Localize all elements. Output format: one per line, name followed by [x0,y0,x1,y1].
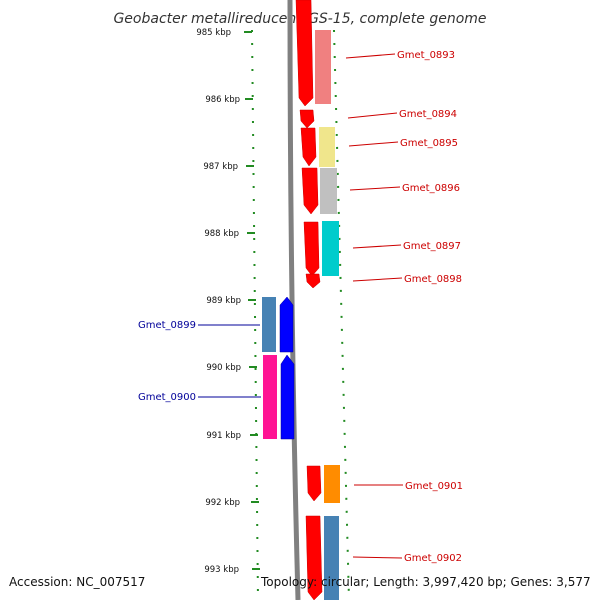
forward-strand-blocks [315,30,340,600]
gene-label[interactable]: Gmet_0893 [397,50,455,61]
ruler-tick: 986 kbp [205,95,253,105]
gene-label[interactable]: Gmet_0900 [138,392,196,403]
ruler-tick-label: 992 kbp [205,498,240,508]
gene-label[interactable]: Gmet_0898 [404,274,462,285]
gene-block-gmet-0901[interactable] [324,465,340,503]
gene-label[interactable]: Gmet_0897 [403,241,461,252]
gene-label[interactable]: Gmet_0894 [399,109,457,120]
ruler: 985 kbp 986 kbp 987 kbp 988 kbp 989 kbp … [196,28,260,575]
gene-block-gmet-0897[interactable] [322,221,339,276]
ruler-tick-label: 988 kbp [204,229,239,239]
gene-block-gmet-0895[interactable] [319,127,335,167]
ruler-tick-label: 987 kbp [203,162,238,172]
ruler-tick-label: 993 kbp [204,565,239,575]
gene-label[interactable]: Gmet_0899 [138,320,196,331]
ruler-tick: 991 kbp [206,431,258,441]
forward-strand-arrows [295,0,323,600]
ruler-tick-label: 986 kbp [205,95,240,105]
gene-label[interactable]: Gmet_0895 [400,138,458,149]
gene-block-gmet-0902[interactable] [324,516,339,600]
ruler-tick-label: 990 kbp [206,363,241,373]
ruler-tick: 988 kbp [204,229,255,239]
reverse-strand-features [262,296,295,440]
ruler-tick-label: 991 kbp [206,431,241,441]
ruler-tick: 993 kbp [204,565,260,575]
gene-arrow[interactable] [301,167,319,215]
gene-block-gmet-0893[interactable] [315,30,331,104]
gene-label[interactable]: Gmet_0896 [402,183,460,194]
gene-labels: Gmet_0893 Gmet_0894 Gmet_0895 Gmet_0896 … [138,50,463,564]
ruler-tick: 987 kbp [203,162,254,172]
ruler-tick: 990 kbp [206,363,257,373]
accession-text: Accession: NC_007517 [9,575,145,589]
gene-label[interactable]: Gmet_0901 [405,481,463,492]
gene-label-leaders [198,53,403,559]
gene-arrow[interactable] [305,515,323,600]
genome-backbone [287,0,301,600]
ruler-tick: 989 kbp [206,296,256,306]
gene-arrow[interactable] [279,296,294,353]
gene-arrow[interactable] [295,0,314,107]
gene-block-gmet-0900[interactable] [263,355,277,439]
gene-arrow[interactable] [299,109,315,129]
ruler-tick: 992 kbp [205,498,259,508]
ruler-tick-label: 985 kbp [196,28,231,38]
gene-arrow[interactable] [306,465,322,502]
gene-arrow[interactable] [300,127,317,167]
gene-arrow[interactable] [305,273,321,289]
gene-label[interactable]: Gmet_0902 [404,553,462,564]
gene-arrow[interactable] [280,354,295,440]
gene-block-gmet-0899[interactable] [262,297,276,352]
gene-arrow[interactable] [303,221,320,277]
ruler-tick: 985 kbp [196,28,252,38]
gene-block-gmet-0896[interactable] [320,168,337,214]
ruler-tick-label: 989 kbp [206,296,241,306]
topology-text: Topology: circular; Length: 3,997,420 bp… [260,575,591,589]
